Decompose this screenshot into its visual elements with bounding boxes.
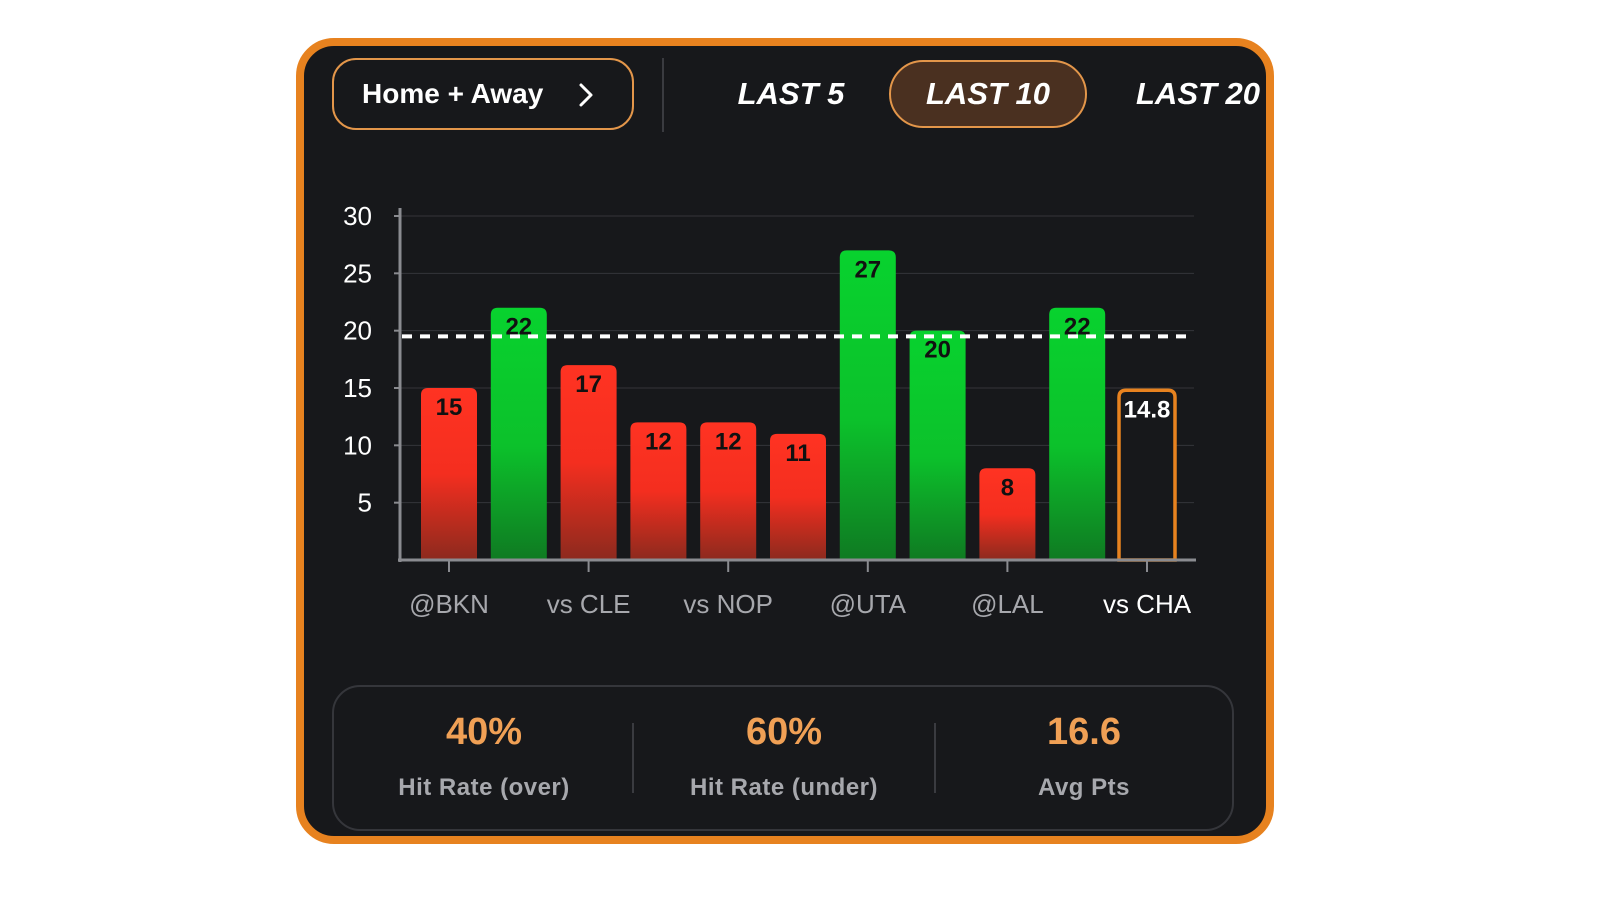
bar-value-label: 27 (854, 256, 881, 283)
tab-last-5-label: LAST 5 (737, 76, 845, 111)
home-away-filter-label: Home + Away (362, 78, 544, 109)
bar-over (909, 330, 966, 560)
stat-label: Hit Rate (over) (398, 774, 570, 801)
bar-value-label: 12 (645, 428, 672, 455)
y-tick-label: 10 (343, 430, 372, 460)
stat-divider (632, 723, 634, 793)
x-tick-label: vs CLE (547, 589, 631, 619)
stat-value: 40% (445, 711, 523, 753)
y-tick-label: 15 (343, 373, 372, 403)
bar-under (700, 422, 757, 560)
x-tick-label: vs CHA (1103, 589, 1192, 619)
tab-last-10[interactable]: LAST 10 (889, 60, 1087, 128)
x-tick-label: vs NOP (683, 589, 773, 619)
bar-under (630, 422, 687, 560)
bar-under (421, 388, 477, 560)
stat-value: 60% (745, 711, 823, 753)
bar-under (979, 468, 1036, 560)
bar-value-label: 17 (575, 371, 602, 398)
bar-value-label: 12 (715, 428, 742, 455)
tab-last-20-label: LAST 20 (1136, 76, 1261, 111)
home-away-filter-button[interactable]: Home + Away (332, 58, 634, 130)
tab-last-20[interactable]: LAST 20 (1136, 60, 1266, 128)
y-tick-label: 30 (343, 201, 372, 231)
y-tick-label: 5 (358, 488, 372, 518)
chevron-right-icon (578, 82, 594, 115)
header-divider (662, 58, 664, 132)
bar-value-label: 20 (924, 337, 951, 364)
bar-value-label: 15 (436, 394, 463, 421)
x-tick-label: @BKN (409, 589, 489, 619)
bar-over (1049, 307, 1106, 560)
y-tick-label: 25 (343, 258, 372, 288)
bar-value-label: 11 (785, 440, 810, 467)
stat-label: Avg Pts (1038, 774, 1130, 801)
stat-divider (934, 723, 936, 793)
y-tick-label: 20 (343, 316, 372, 346)
bar-over (839, 250, 896, 560)
bar-value-label: 8 (1001, 474, 1014, 501)
bar-under (770, 433, 826, 560)
stat-label: Hit Rate (under) (690, 774, 878, 801)
bar-value-label: 14.8 (1124, 396, 1171, 423)
tab-last-5[interactable]: LAST 5 (716, 60, 866, 128)
bar-projection (1117, 388, 1177, 562)
stat-hit-rate-over: 40% Hit Rate (over) (334, 687, 634, 833)
stat-value: 16.6 (1047, 711, 1121, 753)
bar-under (560, 365, 617, 560)
stat-avg-pts: 16.6 Avg Pts (934, 687, 1234, 833)
x-tick-label: @UTA (830, 589, 907, 619)
tab-last-10-label: LAST 10 (925, 76, 1051, 111)
stat-hit-rate-under: 60% Hit Rate (under) (634, 687, 934, 833)
bar-over (490, 307, 547, 560)
stats-panel: 40% Hit Rate (over) 60% Hit Rate (under)… (332, 685, 1234, 831)
x-tick-label: @LAL (971, 589, 1044, 619)
player-props-card: Home + Away LAST 5 LAST 10 LAST 20 15 22 1 (296, 38, 1274, 844)
